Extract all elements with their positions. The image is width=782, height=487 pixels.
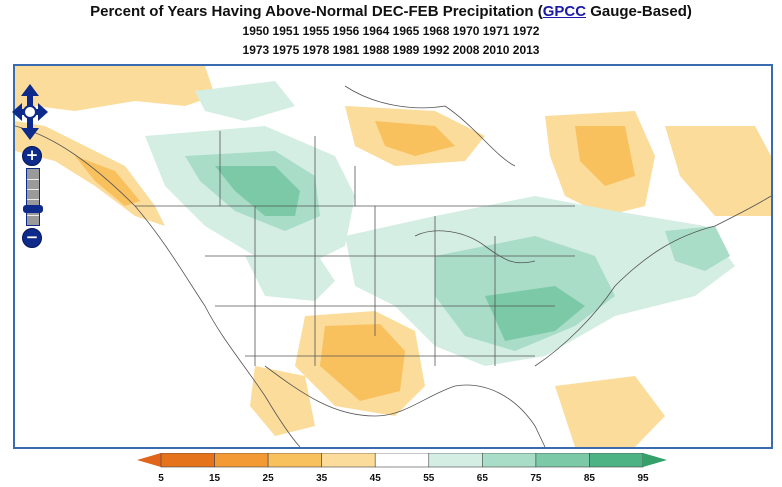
legend-colorbar bbox=[137, 453, 667, 468]
zoom-control[interactable]: + − bbox=[22, 146, 43, 248]
legend-swatch bbox=[428, 453, 483, 468]
shade-rockies bbox=[245, 251, 335, 301]
shade-maritimes bbox=[665, 226, 730, 271]
legend-label: 95 bbox=[637, 473, 649, 484]
map-borders bbox=[15, 85, 771, 447]
legend-high-arrow bbox=[643, 453, 667, 467]
shade-labrador bbox=[665, 126, 771, 216]
atlantic-coast bbox=[534, 195, 771, 367]
legend-label: 45 bbox=[369, 473, 381, 484]
zoom-out-button[interactable]: − bbox=[22, 228, 42, 248]
legend-label: 15 bbox=[208, 473, 221, 484]
color-legend: 5 15 25 35 45 55 65 75 85 95 bbox=[137, 453, 667, 487]
legend-swatch bbox=[321, 453, 376, 468]
below-normal-shading bbox=[15, 66, 771, 447]
legend-swatch bbox=[267, 453, 322, 468]
legend-swatch bbox=[535, 453, 590, 468]
title-suffix: Gauge-Based) bbox=[586, 3, 692, 20]
legend-label: 35 bbox=[316, 473, 328, 484]
pacific-coast bbox=[15, 125, 301, 447]
great-lakes-outline bbox=[414, 230, 536, 264]
legend-swatch bbox=[214, 453, 269, 468]
legend-swatch bbox=[482, 453, 537, 468]
gpcc-link[interactable]: GPCC bbox=[542, 3, 587, 20]
pan-control[interactable] bbox=[12, 84, 48, 145]
map-title: Percent of Years Having Above-Normal DEC… bbox=[0, 2, 782, 22]
years-line-2: 1973 1975 1978 1981 1988 1989 1992 2008 … bbox=[242, 43, 540, 57]
years-line-1: 1950 1951 1955 1956 1964 1965 1968 1970 … bbox=[242, 24, 540, 38]
zoom-in-button[interactable]: + bbox=[22, 146, 42, 166]
above-normal-shading bbox=[145, 81, 735, 366]
shade-ohio-core bbox=[485, 286, 585, 341]
legend-label: 25 bbox=[262, 473, 274, 484]
shade-quebec-core bbox=[575, 126, 635, 186]
zoom-slider[interactable] bbox=[23, 168, 43, 226]
legend-swatch bbox=[589, 453, 644, 468]
title-block: Percent of Years Having Above-Normal DEC… bbox=[0, 2, 782, 60]
pan-arrows-icon[interactable] bbox=[12, 84, 48, 140]
map-panel[interactable] bbox=[13, 64, 773, 449]
legend-label: 5 bbox=[158, 473, 164, 484]
title-prefix: Percent of Years Having Above-Normal DEC… bbox=[90, 3, 543, 20]
precipitation-map bbox=[15, 66, 771, 447]
legend-label: 75 bbox=[530, 473, 542, 484]
shade-arctic-green bbox=[195, 81, 295, 121]
shade-prairies-core bbox=[215, 166, 300, 216]
legend-swatch bbox=[374, 453, 430, 468]
legend-label: 65 bbox=[476, 473, 488, 484]
shade-atlantic bbox=[555, 376, 665, 447]
legend-low-arrow bbox=[137, 453, 161, 467]
shade-hudson-core bbox=[375, 121, 455, 156]
legend-swatches bbox=[160, 453, 644, 468]
legend-label: 55 bbox=[423, 473, 435, 484]
shade-texas-core bbox=[320, 324, 405, 401]
gulf-coast bbox=[264, 365, 546, 447]
legend-swatch bbox=[160, 453, 215, 468]
shade-bc-coast-core bbox=[75, 156, 140, 206]
legend-label: 85 bbox=[583, 473, 595, 484]
shade-alaska-north bbox=[15, 66, 215, 116]
hudson-bay-outline bbox=[344, 85, 516, 167]
shade-mexico bbox=[250, 366, 315, 436]
zoom-slider-handle[interactable] bbox=[23, 205, 43, 213]
